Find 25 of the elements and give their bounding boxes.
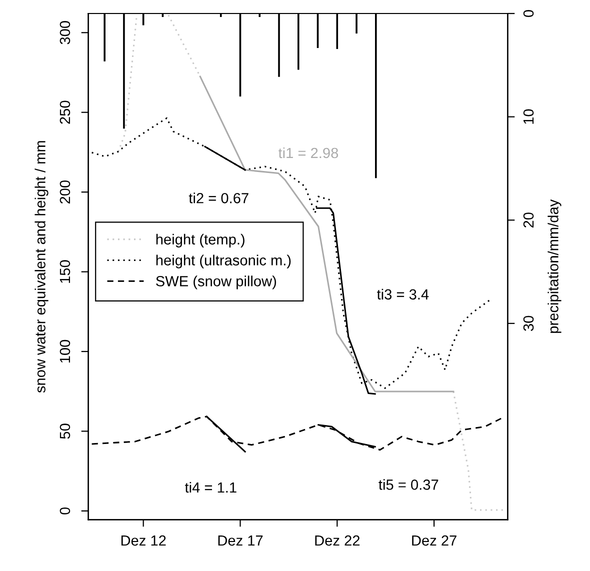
y-tick-label: 150: [60, 260, 70, 283]
text: ti3 = 3.4: [377, 288, 429, 300]
legend-label: SWE (snow pillow): [156, 276, 276, 290]
y2-tick-label: 20: [523, 212, 534, 228]
x-tick-label: Dez 27: [412, 535, 456, 546]
legend-label: height (ultrasonic m.): [156, 254, 291, 268]
y2-tick-label: 10: [523, 109, 534, 124]
text: ti4 = 1.1: [184, 482, 236, 493]
y-tick-label: 50: [60, 424, 70, 439]
y-tick-label: 0: [60, 507, 70, 514]
y-tick-label: 200: [60, 180, 70, 204]
x-tick-label: Dez 17: [218, 536, 263, 546]
y-tick-label: 300: [60, 21, 70, 44]
series-label: ti2 = 0.67: [188, 192, 248, 204]
y-axis-title: snow water equivalent and height / mm: [34, 141, 48, 393]
x-tick-label: Dez 12: [121, 535, 166, 546]
x-tick-label: Dez 22: [315, 535, 360, 546]
legend-label: height (temp.): [156, 234, 244, 248]
y2-tick-label: 0: [523, 10, 534, 17]
y2-tick-label: 30: [523, 316, 534, 331]
y-tick-label: 250: [60, 100, 70, 124]
series-label: ti1 = 2.98: [278, 147, 338, 158]
y-tick-label: 100: [60, 340, 70, 363]
y2-axis-title: precipitation/mm/day: [548, 199, 562, 333]
text: ti5 = 0.37: [378, 479, 438, 490]
